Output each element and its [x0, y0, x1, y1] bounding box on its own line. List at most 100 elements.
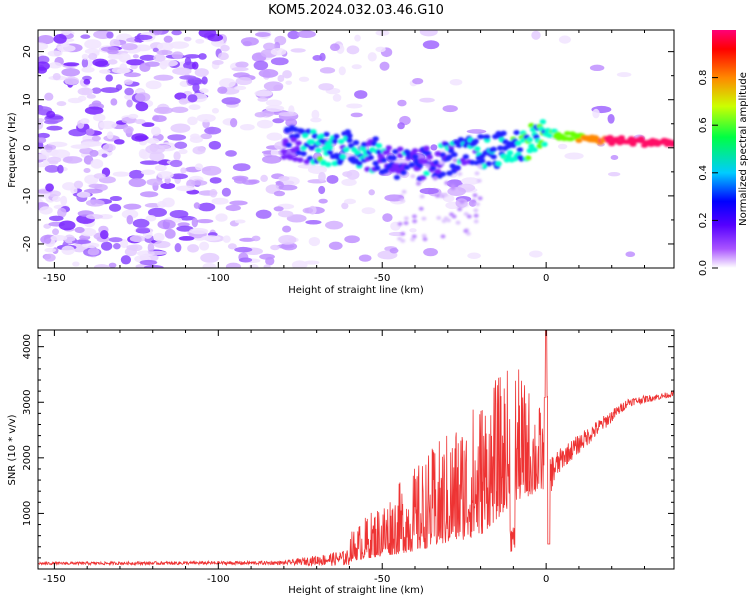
track-mark: [411, 234, 417, 239]
track-mark: [473, 219, 479, 224]
spectral-blob: [202, 262, 217, 268]
spectral-blob: [187, 94, 198, 103]
track-mark: [390, 155, 397, 161]
track-mark: [670, 140, 674, 145]
spectral-blob: [139, 62, 151, 73]
spectral-blob: [89, 149, 99, 157]
track-mark: [292, 126, 299, 133]
spectral-blob: [430, 144, 438, 151]
spectral-blob: [616, 72, 632, 78]
track-mark: [323, 131, 330, 137]
track-mark: [285, 142, 292, 148]
track-mark: [352, 140, 360, 146]
spectral-blob: [74, 226, 85, 234]
spectral-blob: [302, 207, 314, 214]
spectral-blob: [152, 115, 167, 123]
spectral-blob: [120, 239, 129, 249]
track-mark: [411, 214, 417, 219]
track-mark: [425, 163, 431, 168]
spectral-blob: [270, 48, 287, 56]
spectral-blob: [589, 64, 605, 72]
track-mark: [513, 129, 520, 136]
spectral-blob: [143, 265, 164, 268]
track-mark: [454, 165, 461, 171]
track-mark: [300, 151, 307, 157]
track-mark: [457, 207, 463, 212]
spectral-blob: [342, 171, 353, 177]
spectral-blob: [81, 53, 89, 60]
x-axis-label: Height of straight line (km): [288, 585, 424, 596]
spectral-blob: [61, 68, 80, 77]
track-mark: [399, 197, 405, 202]
track-mark: [315, 147, 322, 153]
track-mark: [412, 219, 418, 224]
track-mark: [606, 134, 614, 140]
spectral-blob: [134, 135, 149, 141]
colorbar-label: Normalized spectral amplitude: [738, 72, 749, 226]
spectral-blob: [108, 262, 117, 268]
spectral-blob: [257, 97, 269, 102]
colorbar-tick-label: 0.2: [698, 212, 709, 228]
track-mark: [432, 176, 438, 181]
spectral-blob: [146, 178, 163, 186]
track-mark: [372, 136, 379, 142]
spectral-blob: [157, 219, 176, 230]
track-mark: [342, 146, 350, 153]
spectral-blob: [174, 243, 182, 253]
spectral-blob: [467, 252, 481, 259]
track-mark: [436, 215, 442, 220]
snr-frame: [37, 329, 675, 570]
spectral-blob: [132, 54, 139, 59]
track-mark: [429, 165, 437, 171]
spectral-blob: [270, 57, 289, 66]
spectral-blob: [128, 177, 147, 188]
track-mark: [490, 146, 497, 152]
track-mark: [372, 160, 379, 166]
spectral-blob: [132, 218, 150, 228]
spectral-blob: [305, 220, 322, 225]
spectral-blob: [88, 141, 103, 147]
spectral-blob: [263, 81, 284, 91]
spectral-blob: [282, 225, 292, 233]
spectral-blob: [610, 155, 619, 160]
spectral-blob: [170, 106, 189, 113]
spectral-blob: [164, 228, 176, 239]
spectral-blob: [63, 62, 80, 67]
track-mark: [500, 130, 507, 136]
track-mark: [567, 136, 575, 142]
track-mark: [545, 133, 553, 138]
track-mark: [434, 168, 442, 175]
spectral-blob: [204, 126, 222, 135]
track-mark: [403, 216, 409, 221]
spectral-blob: [241, 179, 258, 185]
spectral-blob: [558, 35, 571, 44]
track-mark: [477, 164, 483, 169]
spectral-blob: [344, 198, 356, 205]
track-mark: [473, 213, 479, 218]
spectral-blob: [338, 66, 346, 76]
spectral-blob: [423, 248, 438, 257]
spectral-blob: [273, 190, 286, 197]
track-mark: [308, 145, 315, 151]
track-mark: [375, 149, 383, 155]
spectral-blob: [310, 117, 322, 123]
spectral-blob: [134, 118, 146, 125]
spectral-blob: [38, 141, 44, 150]
spectral-blob: [105, 74, 113, 82]
colorbar-gradient: [712, 30, 736, 268]
spectral-blob: [412, 77, 424, 85]
spectral-blob: [200, 133, 213, 140]
track-mark: [293, 145, 301, 152]
spectral-blob: [449, 78, 463, 86]
spectral-blob: [72, 261, 80, 267]
spectral-blob: [229, 200, 248, 206]
spectral-blob: [80, 34, 91, 39]
spectral-blob: [200, 252, 220, 263]
spectral-blob: [325, 220, 344, 230]
y-tick-label: 20: [22, 45, 33, 58]
colorbar-ticks: 0.0 0.2 0.4 0.6 0.8: [698, 70, 718, 276]
spectral-blob: [139, 259, 158, 266]
spectral-blob: [90, 158, 104, 169]
spectral-blob: [198, 30, 217, 38]
signal-track: [280, 119, 674, 243]
